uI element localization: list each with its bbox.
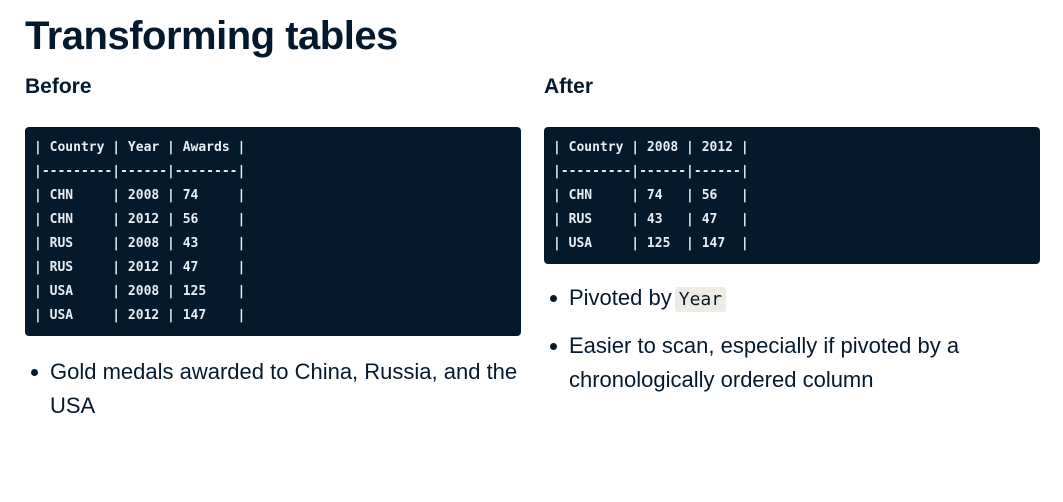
after-heading: After <box>544 75 594 98</box>
before-table-line: | USA | 2008 | 125 | <box>34 284 246 299</box>
pivot-inline-code: Year <box>674 287 727 312</box>
after-table-line: | USA | 125 | 147 | <box>553 236 749 251</box>
after-bullet-list: Pivoted by Year Easier to scan, especiall… <box>544 281 1040 397</box>
before-table-line: | Country | Year | Awards | <box>34 140 246 155</box>
scan-bullet: Easier to scan, especially if pivoted by… <box>544 329 1040 397</box>
after-column: After | Country | 2008 | 2012 | |-------… <box>544 70 1040 397</box>
before-column: Before | Country | Year | Awards | |----… <box>25 70 521 423</box>
before-table-code-block: | Country | Year | Awards | |---------|-… <box>25 127 521 336</box>
after-table-line: | RUS | 43 | 47 | <box>553 212 749 227</box>
before-table-line: |---------|------|--------| <box>34 164 246 179</box>
before-heading: Before <box>25 75 92 98</box>
after-table-line: |---------|------|------| <box>553 164 749 179</box>
before-table-line: | CHN | 2012 | 56 | <box>34 212 246 227</box>
after-table-code-block: | Country | 2008 | 2012 | |---------|---… <box>544 127 1040 264</box>
after-table-line: | Country | 2008 | 2012 | <box>553 140 749 155</box>
before-bullet: Gold medals awarded to China, Russia, an… <box>25 355 521 423</box>
pivot-bullet: Pivoted by Year <box>544 281 1040 317</box>
page-title: Transforming tables <box>25 14 398 58</box>
after-table-line: | CHN | 74 | 56 | <box>553 188 749 203</box>
before-table-line: | RUS | 2008 | 43 | <box>34 236 246 251</box>
pivot-bullet-text: Pivoted by <box>569 285 672 310</box>
before-bullet-list: Gold medals awarded to China, Russia, an… <box>25 355 521 423</box>
before-table-line: | CHN | 2008 | 74 | <box>34 188 246 203</box>
before-table-line: | USA | 2012 | 147 | <box>34 308 246 323</box>
before-table-line: | RUS | 2012 | 47 | <box>34 260 246 275</box>
